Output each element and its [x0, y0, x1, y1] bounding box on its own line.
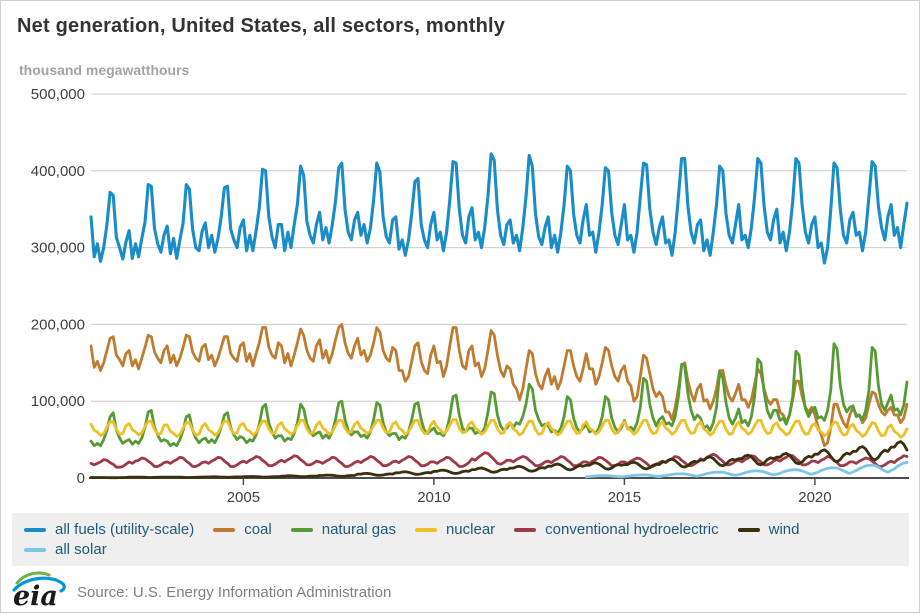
legend-item-all-solar[interactable]: all solar — [24, 541, 107, 558]
series-line-coal — [89, 323, 909, 448]
legend-swatch-nuclear — [414, 527, 437, 532]
legend-label-all-fuels-utility-scale: all fuels (utility-scale) — [55, 521, 195, 538]
legend-item-coal[interactable]: coal — [213, 521, 272, 538]
series-line-natural-gas — [89, 342, 909, 448]
eia-logo-text: eia — [13, 581, 58, 611]
legend-item-all-fuels-utility-scale[interactable]: all fuels (utility-scale) — [24, 521, 194, 538]
series-line-all-fuels-utility-scale — [89, 152, 909, 265]
legend-label-coal: coal — [244, 521, 272, 538]
legend-label-wind: wind — [768, 521, 800, 538]
legend-swatch-conventional-hydroelectric — [514, 527, 537, 532]
chart-units-label: thousand megawatthours — [19, 62, 190, 78]
series-line-conventional-hydroelectric — [89, 451, 909, 469]
series-line-nuclear — [89, 418, 909, 439]
chart-plot-area: 0 100,000 200,000 300,000 400,000 500,000 2005… — [31, 86, 909, 506]
legend-swatch-coal — [213, 527, 236, 532]
series-line-all-solar — [584, 461, 909, 479]
legend-label-conventional-hydroelectric: conventional hydroelectric — [545, 521, 719, 538]
x-axis-label-2015: 2015 — [608, 489, 641, 506]
x-axis-label-2010: 2010 — [417, 489, 450, 506]
legend-item-wind[interactable]: wind — [737, 521, 800, 538]
y-axis-label-300000: 300,000 — [31, 240, 85, 257]
legend-label-nuclear: nuclear — [445, 521, 496, 538]
legend-item-nuclear[interactable]: nuclear — [414, 521, 496, 538]
x-axis-label-2020: 2020 — [798, 489, 831, 506]
y-axis-label-100000: 100,000 — [31, 393, 85, 410]
series-line-wind — [89, 440, 909, 480]
y-axis-label-500000: 500,000 — [31, 86, 85, 103]
x-axis-label-2005: 2005 — [227, 489, 260, 506]
y-axis-label-200000: 200,000 — [31, 316, 85, 333]
legend-label-all-solar: all solar — [55, 541, 107, 558]
legend: all fuels (utility-scale) coal natural gas… — [12, 513, 909, 566]
legend-swatch-all-solar — [24, 547, 46, 552]
legend-item-natural-gas[interactable]: natural gas — [290, 521, 396, 538]
eia-logo-blue-swoosh — [12, 576, 66, 593]
y-axis-label-0: 0 — [77, 470, 85, 487]
legend-swatch-all-fuels-utility-scale — [24, 527, 46, 532]
eia-logo-green-swoosh — [15, 571, 51, 585]
legend-label-natural-gas: natural gas — [321, 521, 396, 538]
chart-title: Net generation, United States, all secto… — [17, 15, 506, 37]
legend-swatch-wind — [737, 527, 760, 532]
y-axis-label-400000: 400,000 — [31, 163, 85, 180]
eia-logo: eia — [12, 571, 66, 611]
legend-swatch-natural-gas — [290, 527, 313, 532]
legend-item-conventional-hydroelectric[interactable]: conventional hydroelectric — [514, 521, 719, 538]
source-attribution: Source: U.S. Energy Information Administ… — [77, 584, 392, 601]
